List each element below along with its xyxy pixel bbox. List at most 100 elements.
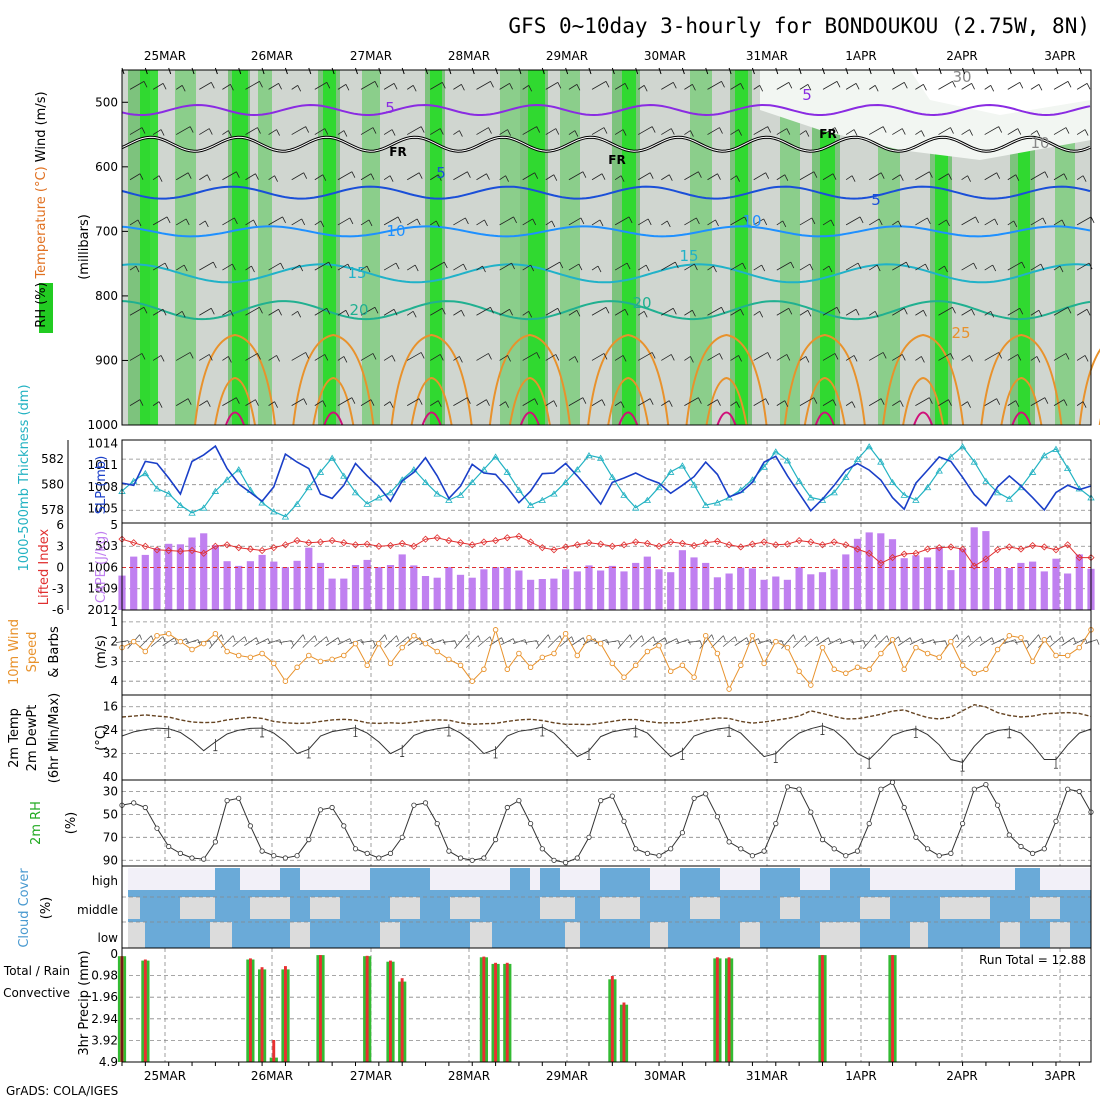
- thickness-label: 1000-500mb Thickness (dm): [17, 384, 32, 571]
- contour-25: [292, 333, 375, 426]
- time-tick: [705, 67, 709, 75]
- li-label: Lifted Index: [37, 528, 52, 605]
- wind-speed-point: [387, 660, 394, 667]
- wind-barb: [222, 84, 234, 91]
- li-point: [281, 541, 290, 549]
- time-tick: [1055, 67, 1059, 75]
- li-point: [398, 539, 406, 547]
- cape-bar: [853, 538, 862, 610]
- wind-barb: [822, 127, 839, 135]
- wind10m-barb: [641, 636, 656, 647]
- wind-speed-point: [586, 634, 592, 641]
- cloud-mid-gap: [450, 897, 480, 919]
- wind-speed-point: [294, 664, 300, 671]
- cape-bar: [783, 579, 791, 610]
- wind-barb: [522, 352, 541, 361]
- pressure-tick: 900: [95, 353, 118, 367]
- wind-barb: [222, 356, 232, 363]
- cape-bar: [772, 576, 780, 610]
- rh-band: [258, 70, 272, 425]
- li-point: [1064, 541, 1072, 549]
- rh-band: [735, 70, 748, 425]
- freezing-level-label: FR: [608, 153, 625, 167]
- time-tick: [798, 67, 802, 75]
- wind-barb: [730, 129, 742, 136]
- cloud-high-gap: [240, 868, 280, 890]
- contour-25: [390, 333, 473, 426]
- wind-barb: [129, 265, 140, 273]
- upper-air-frame: [121, 69, 1092, 426]
- wind-barb: [476, 306, 494, 316]
- wind-barb: [1007, 400, 1020, 407]
- cape-bar: [200, 533, 208, 610]
- thickness-point: [1052, 445, 1060, 452]
- rh-point: [843, 853, 849, 859]
- rh-point: [691, 795, 697, 801]
- wind-barb: [868, 310, 879, 318]
- cloud-mid-gap: [600, 897, 640, 919]
- wind-barb: [337, 397, 356, 406]
- wind-barb: [892, 128, 906, 135]
- contour-30: [225, 411, 245, 426]
- wind-barb: [291, 85, 302, 92]
- thickness-point: [608, 473, 617, 480]
- time-tick: [331, 67, 335, 75]
- wind-barb: [245, 81, 263, 90]
- wind-barb: [638, 352, 656, 361]
- cape-bar: [433, 577, 441, 610]
- wind-barb: [360, 306, 379, 316]
- cloud-tick: low: [98, 931, 119, 945]
- cape-bar: [515, 570, 523, 610]
- wind-barb: [175, 310, 186, 318]
- cloud-low-gap: [820, 922, 860, 948]
- cloud-low-gap: [290, 922, 310, 948]
- time-tick: [751, 67, 755, 75]
- wind-barb: [637, 398, 654, 406]
- wind-barb: [406, 310, 417, 318]
- wind10m-barb: [314, 636, 329, 647]
- wind-barb: [961, 262, 977, 271]
- time-tick: [261, 67, 265, 75]
- wind-barb: [360, 127, 377, 135]
- li-point: [667, 538, 675, 546]
- wind-barb: [1030, 171, 1049, 181]
- wind-barb: [175, 264, 188, 272]
- contour-label: 15: [347, 264, 366, 282]
- cape-bar: [632, 562, 640, 610]
- thickness-point: [655, 483, 663, 491]
- wind-barb: [1053, 306, 1072, 316]
- wind10m-barb: [244, 637, 259, 646]
- wind-barb: [383, 401, 394, 408]
- li-point: [725, 541, 733, 549]
- time-tick: [238, 67, 242, 75]
- wind-barb: [152, 355, 165, 362]
- rh-point: [306, 836, 312, 843]
- rh-point: [808, 809, 814, 815]
- wind-barb: [591, 265, 602, 273]
- li-point: [421, 535, 430, 543]
- cloud-label: Cloud Cover: [17, 868, 32, 948]
- wind-barb: [776, 174, 789, 181]
- li-point: [165, 546, 173, 555]
- wind-speed-point: [399, 644, 405, 651]
- wind10m-barb: [606, 640, 621, 646]
- rh-point: [749, 853, 756, 859]
- temp-range-bar: [446, 724, 451, 737]
- thickness-point: [1040, 452, 1049, 459]
- precip-tick: 4.9: [99, 1055, 118, 1069]
- time-tick: [495, 67, 499, 75]
- wind-barb: [661, 400, 673, 407]
- wind-barb: [199, 174, 211, 181]
- wind10m-barb: [302, 635, 318, 648]
- cape-bar: [585, 565, 593, 610]
- wind-barb: [776, 82, 793, 90]
- thickness-point: [491, 453, 500, 460]
- wind-barb: [545, 174, 558, 181]
- wind-speed-point: [971, 670, 978, 677]
- thickness-point: [445, 496, 453, 503]
- li-point: [433, 534, 441, 542]
- wind-barb: [684, 84, 696, 91]
- precip-frame: [121, 947, 1092, 1063]
- pressure-tick: 1000: [87, 418, 118, 432]
- rh-point: [166, 843, 172, 850]
